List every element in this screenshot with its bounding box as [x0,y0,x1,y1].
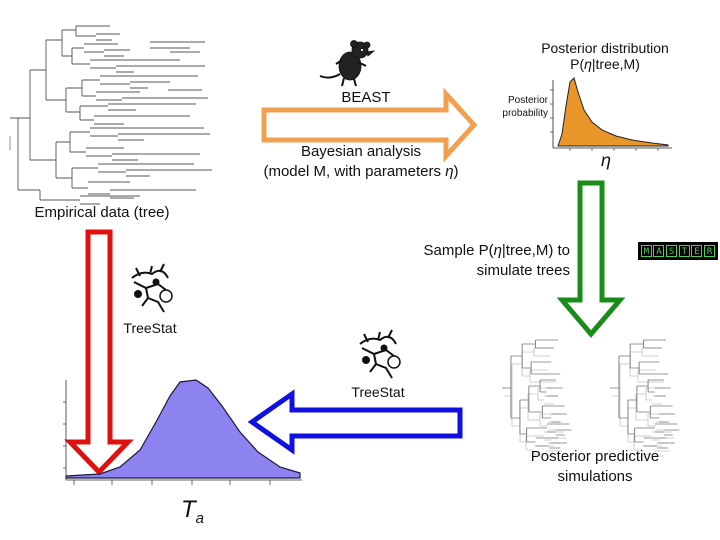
treestat-arrow-mid [247,389,463,455]
bayesian-analysis-label: Bayesian analysis [300,143,422,160]
master-letter: M [640,245,652,257]
simulated-trees [501,339,680,457]
master-letter: S [666,245,678,257]
posterior-distribution-formula: P(η|tree,M) [570,56,640,72]
beast-arrow [261,87,478,163]
posterior-plot [550,77,672,151]
posterior-ylabel-1: Posterior [507,95,548,106]
model-label: (model M, with parameters η) [263,163,459,180]
posterior-ylabel-2: probability [502,108,548,119]
posterior-distribution-title: Posterior distribution [541,40,669,56]
ta-plot [63,379,302,485]
sample-label-1: Sample P(η|tree,M) to [423,242,570,259]
master-letter: T [678,245,690,257]
ta-label: Ta [181,496,205,527]
sample-arrow [556,180,626,338]
sample-label-2: simulate trees [476,262,570,279]
treestat-icon [131,263,173,313]
treestat-icon [359,329,401,379]
treestat-arrow-left [64,229,134,476]
treestat-label-mid: TreeStat [351,384,405,400]
master-letter: A [653,245,665,257]
posterior-predictive-label-1: Posterior predictive [530,448,660,465]
beast-label: BEAST [341,89,391,106]
rat-icon [319,40,376,87]
treestat-label-left: TreeStat [123,320,177,336]
empirical-tree [9,25,212,205]
posterior-xlabel: η [601,150,611,170]
master-logo: M A S T E R [638,242,718,260]
master-letter: E [691,245,703,257]
empirical-data-label: Empirical data (tree) [34,204,170,221]
posterior-predictive-label-2: simulations [557,468,633,485]
master-letter: R [704,245,716,257]
